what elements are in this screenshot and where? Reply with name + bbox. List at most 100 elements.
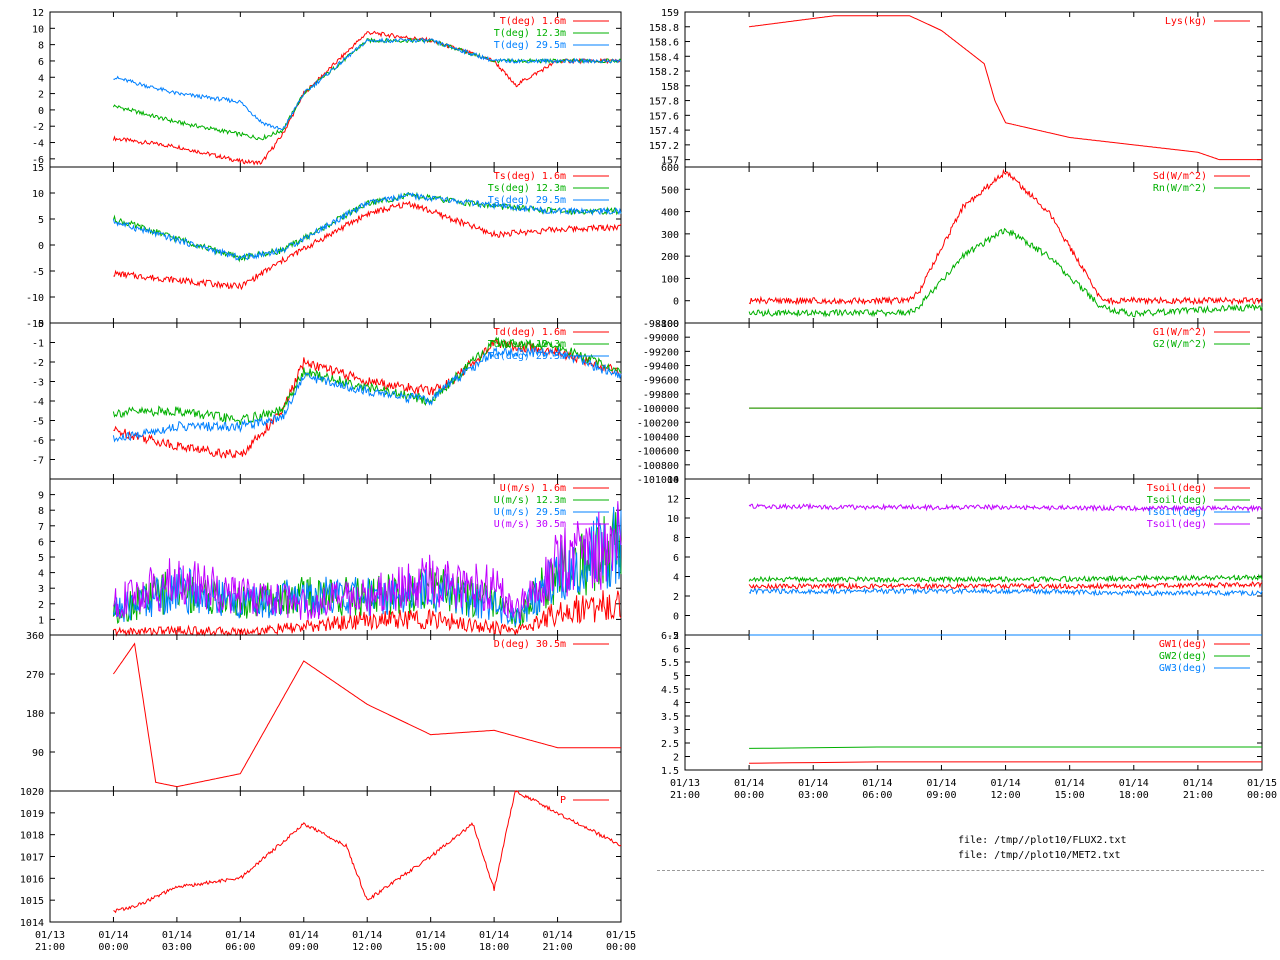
plot-frame bbox=[49, 634, 622, 792]
series-line-soil-temperature-2 bbox=[748, 586, 1263, 597]
y-tick-label: 4 bbox=[38, 73, 44, 84]
legend-label: U(m/s) 30.5m bbox=[494, 519, 566, 530]
y-tick-label: 6 bbox=[38, 537, 44, 548]
legend-label: U(m/s) 1.6m bbox=[500, 483, 566, 494]
y-tick-label: 1020 bbox=[20, 787, 44, 798]
y-tick-label: 2 bbox=[38, 90, 44, 101]
x-tick-label-left-time: 06:00 bbox=[225, 942, 255, 953]
y-tick-label: 14 bbox=[667, 475, 679, 486]
y-tick-label: -2 bbox=[32, 358, 44, 369]
x-tick-label-left-time: 00:00 bbox=[98, 942, 128, 953]
y-tick-label: 1.5 bbox=[661, 766, 679, 777]
x-tick-label-left-time: 18:00 bbox=[479, 942, 509, 953]
panel-radiation: -100 0 100 200 300 400 500 600 Sd(W/m^2)Rn(W/m^2… bbox=[655, 163, 1263, 330]
x-tick-label-right-time: 00:00 bbox=[1247, 790, 1277, 801]
y-tick-label: 158.8 bbox=[649, 23, 679, 34]
y-tick-label: -98800 bbox=[643, 319, 679, 330]
legend-label: Tsoil(deg) bbox=[1147, 495, 1207, 506]
y-tick-label: -15 bbox=[26, 319, 44, 330]
y-tick-label: 158.6 bbox=[649, 38, 679, 49]
x-tick-label-left-date: 01/13 bbox=[35, 930, 65, 941]
series-line-surface-temperature-0 bbox=[113, 200, 622, 291]
series-line-surface-temperature-2 bbox=[112, 192, 622, 261]
y-tick-label: 158.2 bbox=[649, 67, 679, 78]
y-tick-label: -99400 bbox=[643, 362, 679, 373]
legend-label: Tsoil(deg) bbox=[1147, 519, 1207, 530]
x-tick-label-right-date: 01/14 bbox=[734, 778, 764, 789]
x-tick-label-right-date: 01/14 bbox=[926, 778, 956, 789]
x-tick-label-right-date: 01/14 bbox=[1183, 778, 1213, 789]
y-tick-label: 6 bbox=[38, 57, 44, 68]
x-tick-label-left-date: 01/14 bbox=[479, 930, 509, 941]
y-tick-label: -2 bbox=[667, 631, 679, 642]
y-tick-label: -101000 bbox=[637, 475, 679, 486]
y-tick-label: 0 bbox=[38, 319, 44, 330]
legend-label: G2(W/m^2) bbox=[1153, 339, 1207, 350]
y-tick-label: -99000 bbox=[643, 333, 679, 344]
y-tick-label: -4 bbox=[32, 139, 44, 150]
series-line-wind-speed-0 bbox=[113, 590, 622, 637]
legend-label: D(deg) 30.5m bbox=[494, 639, 566, 650]
legend-label: GW3(deg) bbox=[1159, 663, 1207, 674]
y-tick-label: -6 bbox=[32, 436, 44, 447]
legend-label: GW1(deg) bbox=[1159, 639, 1207, 650]
panel-soil-temperature: -202468101214Tsoil(deg)Tsoil(deg)Tsoil(d… bbox=[667, 475, 1263, 642]
y-tick-label: 4.5 bbox=[661, 685, 679, 696]
x-tick-label-left-date: 01/14 bbox=[289, 930, 319, 941]
series-line-soil-temperature-0 bbox=[748, 580, 1263, 591]
y-tick-label: 5 bbox=[38, 215, 44, 226]
y-tick-label: 8 bbox=[38, 41, 44, 52]
legend-label: T(deg) 29.5m bbox=[494, 40, 566, 51]
legend-label: Tsoil(deg) bbox=[1147, 507, 1207, 518]
series-line-groundwater-0 bbox=[749, 761, 1262, 764]
x-tick-label-right-date: 01/14 bbox=[991, 778, 1021, 789]
legend-label: T(deg) 12.3m bbox=[494, 28, 566, 39]
y-tick-label: 1014 bbox=[20, 918, 44, 929]
y-tick-label: 100 bbox=[661, 274, 679, 285]
x-tick-label-right-time: 21:00 bbox=[1183, 790, 1213, 801]
y-tick-label: 3.5 bbox=[661, 712, 679, 723]
y-tick-label: -5 bbox=[32, 267, 44, 278]
series-line-soil-temperature-3 bbox=[748, 502, 1263, 513]
x-tick-label-left-time: 21:00 bbox=[543, 942, 573, 953]
y-tick-label: 3 bbox=[38, 584, 44, 595]
y-tick-label: 157.8 bbox=[649, 97, 679, 108]
y-tick-label: 1016 bbox=[20, 874, 44, 885]
y-tick-label: 9 bbox=[38, 491, 44, 502]
series-line-soil-temperature-1 bbox=[748, 573, 1263, 584]
x-tick-label-left-time: 21:00 bbox=[35, 942, 65, 953]
series-line-air-temperature-1 bbox=[112, 37, 622, 141]
legend-label: Rn(W/m^2) bbox=[1153, 183, 1207, 194]
series-line-dewpoint-2 bbox=[112, 346, 622, 443]
y-tick-label: 4 bbox=[38, 569, 44, 580]
legend-label: GW2(deg) bbox=[1159, 651, 1207, 662]
y-tick-label: -10 bbox=[26, 293, 44, 304]
y-tick-label: 5.5 bbox=[661, 658, 679, 669]
x-tick-label-left-date: 01/14 bbox=[225, 930, 255, 941]
panel-ground-heat-flux: -101000 -100800 -100600 -100400 -100200 -1000… bbox=[637, 319, 1263, 486]
y-tick-label: 157.2 bbox=[649, 141, 679, 152]
x-tick-label-left-time: 00:00 bbox=[606, 942, 636, 953]
y-tick-label: -3 bbox=[32, 378, 44, 389]
series-line-radiation-1 bbox=[748, 227, 1263, 318]
x-tick-label-right-date: 01/14 bbox=[798, 778, 828, 789]
y-tick-label: 5 bbox=[673, 672, 679, 683]
y-tick-label: -100 bbox=[655, 319, 679, 330]
y-tick-label: 158.4 bbox=[649, 52, 679, 63]
legend-label: Tsoil(deg) bbox=[1147, 483, 1207, 494]
y-tick-label: 157.4 bbox=[649, 126, 679, 137]
y-tick-label: 10 bbox=[32, 189, 44, 200]
y-tick-label: 0 bbox=[38, 241, 44, 252]
x-tick-label-right-time: 09:00 bbox=[926, 790, 956, 801]
y-tick-label: 7 bbox=[38, 522, 44, 533]
x-tick-label-right-time: 03:00 bbox=[798, 790, 828, 801]
y-tick-label: -99600 bbox=[643, 376, 679, 387]
x-tick-label-right-time: 00:00 bbox=[734, 790, 764, 801]
y-tick-label: -2 bbox=[32, 122, 44, 133]
y-tick-label: 6 bbox=[673, 553, 679, 564]
y-tick-label: 600 bbox=[661, 163, 679, 174]
y-tick-label: -100600 bbox=[637, 447, 679, 458]
legend-label: G1(W/m^2) bbox=[1153, 327, 1207, 338]
y-tick-label: 180 bbox=[26, 709, 44, 720]
